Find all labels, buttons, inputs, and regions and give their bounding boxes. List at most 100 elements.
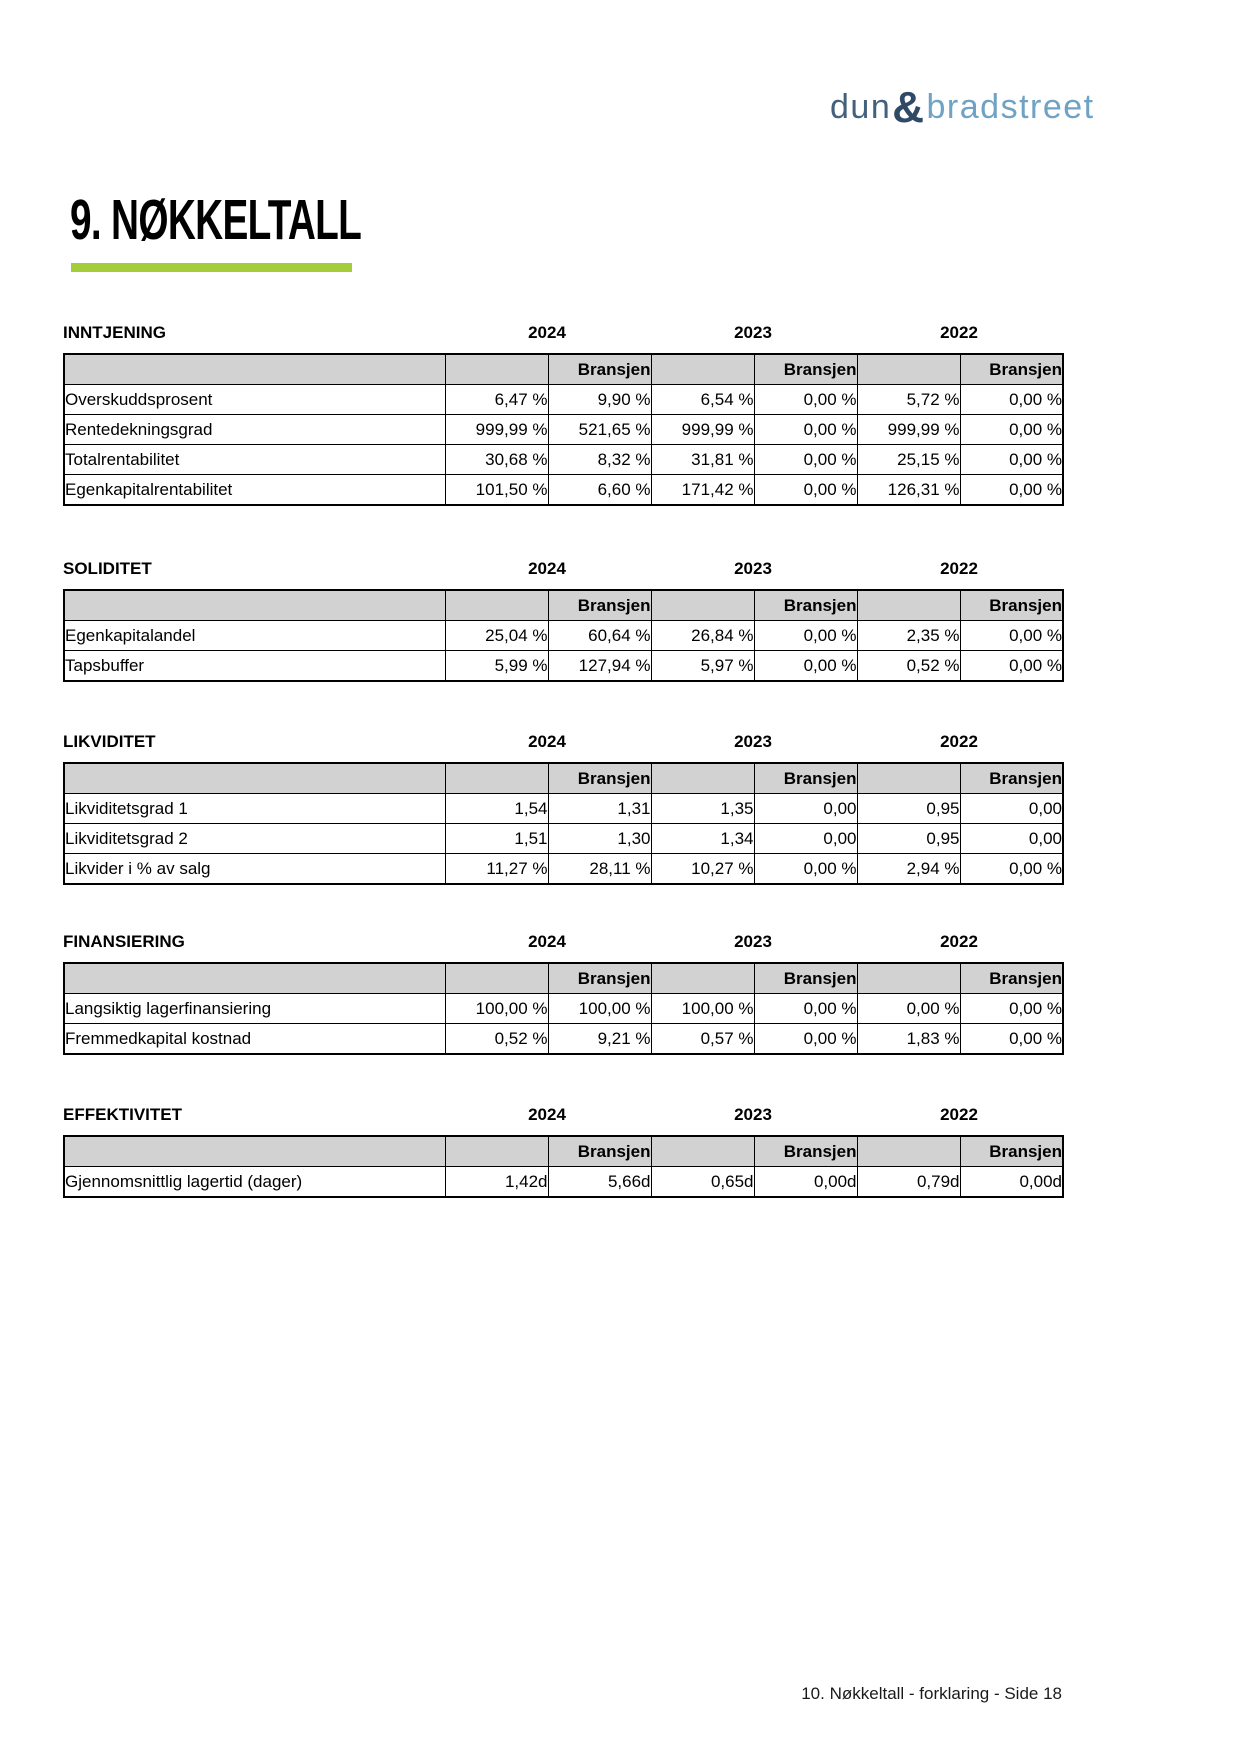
- value-cell: 30,68 %: [444, 444, 549, 475]
- header-spacer-cell: [650, 962, 755, 994]
- value-cell: 0,52 %: [856, 650, 961, 682]
- data-table: Bransjen Bransjen Bransjen Gjennomsnittlig …: [63, 1135, 1064, 1198]
- value-cell: 171,42 %: [650, 474, 755, 506]
- section-header: INNTJENING 2024 2023 2022: [63, 322, 1062, 344]
- value-cell: 0,00: [753, 823, 858, 854]
- row-label: Langsiktig lagerfinansiering: [63, 993, 446, 1024]
- value-cell: 999,99 %: [856, 414, 961, 445]
- bransjen-header-cell: Bransjen: [753, 962, 858, 994]
- value-cell: 25,15 %: [856, 444, 961, 475]
- table-header-row: Bransjen Bransjen Bransjen: [63, 589, 1064, 621]
- value-cell: 999,99 %: [444, 414, 549, 445]
- value-cell: 28,11 %: [547, 853, 652, 885]
- value-cell: 5,97 %: [650, 650, 755, 682]
- row-label: Totalrentabilitet: [63, 444, 446, 475]
- value-cell: 0,95: [856, 823, 961, 854]
- value-cell: 0,00 %: [959, 853, 1064, 885]
- year-label: 2024: [528, 559, 566, 578]
- value-cell: 5,72 %: [856, 384, 961, 415]
- row-label: Gjennomsnittlig lagertid (dager): [63, 1166, 446, 1198]
- value-cell: 101,50 %: [444, 474, 549, 506]
- table-row: Egenkapitalrentabilitet 101,50 % 6,60 % 171…: [63, 474, 1064, 506]
- year-label: 2023: [734, 932, 772, 951]
- value-cell: 521,65 %: [547, 414, 652, 445]
- table-row: Egenkapitalandel 25,04 % 60,64 % 26,84 % 0,0…: [63, 620, 1064, 651]
- bransjen-header-cell: Bransjen: [547, 589, 652, 621]
- value-cell: 0,00 %: [753, 853, 858, 885]
- row-label: Tapsbuffer: [63, 650, 446, 682]
- value-cell: 127,94 %: [547, 650, 652, 682]
- value-cell: 0,00d: [753, 1166, 858, 1198]
- bransjen-header-cell: Bransjen: [753, 1135, 858, 1167]
- value-cell: 0,95: [856, 793, 961, 824]
- title-accent-bar: [71, 263, 352, 272]
- value-cell: 31,81 %: [650, 444, 755, 475]
- value-cell: 0,00 %: [959, 993, 1064, 1024]
- value-cell: 0,00: [753, 793, 858, 824]
- value-cell: 0,00d: [959, 1166, 1064, 1198]
- table-header-row: Bransjen Bransjen Bransjen: [63, 762, 1064, 794]
- year-label: 2022: [940, 732, 978, 751]
- value-cell: 0,00 %: [856, 993, 961, 1024]
- value-cell: 2,35 %: [856, 620, 961, 651]
- data-table: Bransjen Bransjen Bransjen Egenkapitalandel…: [63, 589, 1064, 682]
- value-cell: 100,00 %: [547, 993, 652, 1024]
- section-header: SOLIDITET 2024 2023 2022: [63, 558, 1062, 580]
- value-cell: 0,00 %: [959, 1023, 1064, 1055]
- header-spacer-cell: [444, 353, 549, 385]
- value-cell: 0,00: [959, 793, 1064, 824]
- year-label: 2024: [528, 732, 566, 751]
- value-cell: 126,31 %: [856, 474, 961, 506]
- section-finansiering: FINANSIERING 2024 2023 2022 Bransjen Bransjen…: [63, 931, 1064, 1055]
- section-inntjening: INNTJENING 2024 2023 2022 Bransjen Bransjen Br…: [63, 322, 1064, 506]
- bransjen-header-cell: Bransjen: [959, 353, 1064, 385]
- table-row: Overskuddsprosent 6,47 % 9,90 % 6,54 % 0,00 …: [63, 384, 1064, 415]
- row-label: Likviditetsgrad 1: [63, 793, 446, 824]
- year-label: 2023: [734, 559, 772, 578]
- value-cell: 10,27 %: [650, 853, 755, 885]
- bransjen-header-cell: Bransjen: [959, 762, 1064, 794]
- row-label: Fremmedkapital kostnad: [63, 1023, 446, 1055]
- value-cell: 25,04 %: [444, 620, 549, 651]
- bransjen-header-cell: Bransjen: [959, 589, 1064, 621]
- page-footer: 10. Nøkkeltall - forklaring - Side 18: [801, 1684, 1062, 1703]
- value-cell: 9,21 %: [547, 1023, 652, 1055]
- bransjen-header-cell: Bransjen: [547, 762, 652, 794]
- value-cell: 26,84 %: [650, 620, 755, 651]
- value-cell: 5,99 %: [444, 650, 549, 682]
- row-label: Overskuddsprosent: [63, 384, 446, 415]
- value-cell: 0,00 %: [959, 444, 1064, 475]
- year-label: 2022: [940, 559, 978, 578]
- header-spacer-cell: [444, 589, 549, 621]
- header-spacer-cell: [63, 353, 446, 385]
- value-cell: 1,30: [547, 823, 652, 854]
- header-spacer-cell: [650, 1135, 755, 1167]
- bransjen-header-cell: Bransjen: [547, 962, 652, 994]
- value-cell: 1,51: [444, 823, 549, 854]
- value-cell: 0,00 %: [959, 650, 1064, 682]
- section-title: LIKVIDITET: [63, 732, 156, 751]
- header-spacer-cell: [856, 353, 961, 385]
- data-table: Bransjen Bransjen Bransjen Langsiktig lager…: [63, 962, 1064, 1055]
- value-cell: 999,99 %: [650, 414, 755, 445]
- value-cell: 6,60 %: [547, 474, 652, 506]
- value-cell: 1,54: [444, 793, 549, 824]
- year-label: 2022: [940, 932, 978, 951]
- value-cell: 0,00 %: [753, 620, 858, 651]
- logo-ampersand-icon: &: [892, 83, 926, 132]
- row-label: Egenkapitalrentabilitet: [63, 474, 446, 506]
- header-spacer-cell: [63, 1135, 446, 1167]
- value-cell: 2,94 %: [856, 853, 961, 885]
- header-spacer-cell: [856, 962, 961, 994]
- table-row: Likvider i % av salg 11,27 % 28,11 % 10,27 …: [63, 853, 1064, 885]
- value-cell: 1,34: [650, 823, 755, 854]
- header-spacer-cell: [444, 1135, 549, 1167]
- value-cell: 0,00 %: [753, 1023, 858, 1055]
- table-header-row: Bransjen Bransjen Bransjen: [63, 1135, 1064, 1167]
- section-header: FINANSIERING 2024 2023 2022: [63, 931, 1062, 953]
- value-cell: 100,00 %: [444, 993, 549, 1024]
- header-spacer-cell: [856, 1135, 961, 1167]
- header-spacer-cell: [650, 353, 755, 385]
- table-row: Likviditetsgrad 1 1,54 1,31 1,35 0,00 0,95 0,0…: [63, 793, 1064, 824]
- value-cell: 1,35: [650, 793, 755, 824]
